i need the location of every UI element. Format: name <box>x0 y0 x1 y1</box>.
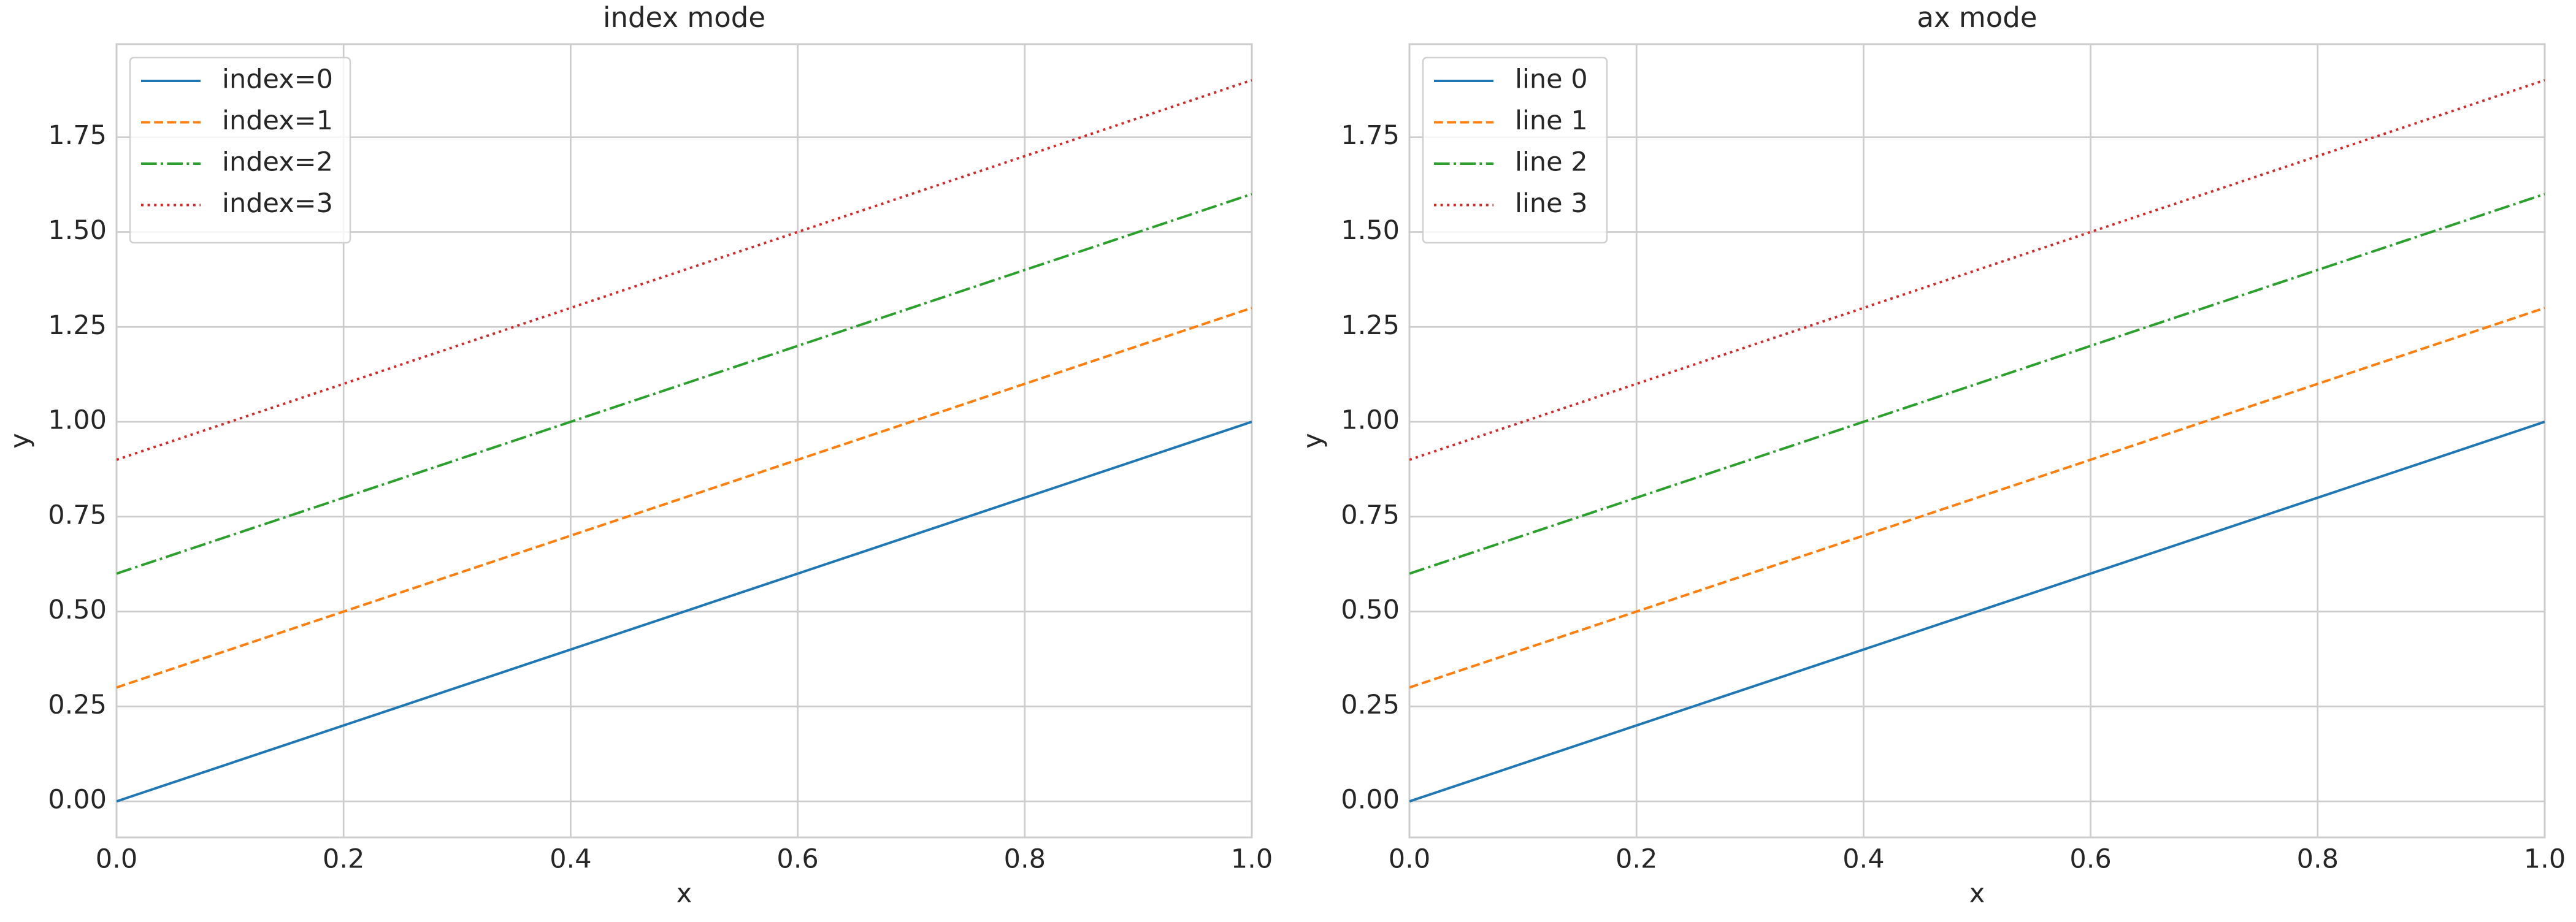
legend-label: line 1 <box>1515 105 1588 136</box>
x-axis-label: x <box>1969 878 1985 909</box>
y-tick-label: 0.75 <box>48 500 107 530</box>
chart-title: ax mode <box>1917 1 2037 34</box>
data-line <box>1409 307 2545 689</box>
axes-frame <box>115 43 1253 839</box>
data-line <box>1409 421 2545 803</box>
y-axis-label: y <box>5 433 36 448</box>
y-tick-label: 1.50 <box>48 215 107 246</box>
y-tick-label: 1.00 <box>48 405 107 436</box>
data-line <box>117 192 1252 575</box>
y-tick-label: 0.00 <box>1341 785 1400 815</box>
legend-label: index=1 <box>222 105 333 136</box>
y-tick-label: 1.50 <box>1341 215 1400 246</box>
legend-label: index=0 <box>222 64 333 95</box>
axes-frame <box>1408 43 2546 839</box>
chart-panel: 0.0 0.2 0.4 0.6 0.8 1.0 0.00 0.25 0.50 0.75 1.00 1.… <box>5 1 1273 909</box>
y-tick-label: 0.25 <box>48 690 107 720</box>
legend-label: line 3 <box>1515 188 1588 219</box>
chart-panel: 0.0 0.2 0.4 0.6 0.8 1.0 0.00 0.25 0.50 0.75 1.00 1.… <box>1298 1 2566 909</box>
x-axis-label: x <box>677 878 692 909</box>
legend-label: line 2 <box>1515 147 1588 178</box>
x-tick-label: 1.0 <box>2524 844 2566 875</box>
y-tick-label: 1.25 <box>1341 310 1400 341</box>
x-tick-label: 0.0 <box>96 844 137 875</box>
data-line <box>1409 78 2545 461</box>
x-tick-label: 0.2 <box>323 844 364 875</box>
legend-label: index=2 <box>222 147 333 178</box>
x-tick-label: 0.2 <box>1616 844 1657 875</box>
x-tick-label: 0.6 <box>776 844 818 875</box>
data-line <box>117 421 1252 803</box>
y-tick-label: 0.50 <box>48 595 107 625</box>
legend-label: index=3 <box>222 188 333 219</box>
chart-title: index mode <box>603 1 765 34</box>
x-tick-label: 0.0 <box>1389 844 1430 875</box>
y-tick-label: 1.00 <box>1341 405 1400 436</box>
y-tick-label: 1.75 <box>1341 120 1400 151</box>
x-tick-label: 0.6 <box>2069 844 2111 875</box>
y-tick-label: 0.25 <box>1341 690 1400 720</box>
y-tick-label: 1.75 <box>48 120 107 151</box>
y-tick-label: 0.75 <box>1341 500 1400 530</box>
data-line <box>117 78 1252 461</box>
data-line <box>1409 192 2545 575</box>
y-tick-label: 1.25 <box>48 310 107 341</box>
x-tick-label: 0.4 <box>550 844 591 875</box>
y-axis-label: y <box>1298 433 1328 448</box>
legend-label: line 0 <box>1515 64 1588 95</box>
legend-box <box>1422 56 1608 244</box>
y-tick-label: 0.00 <box>48 785 107 815</box>
data-line <box>117 307 1252 689</box>
x-tick-label: 0.4 <box>1842 844 1884 875</box>
y-tick-label: 0.50 <box>1341 595 1400 625</box>
x-tick-label: 1.0 <box>1231 844 1273 875</box>
x-tick-label: 0.8 <box>1004 844 1046 875</box>
x-tick-label: 0.8 <box>2297 844 2339 875</box>
legend-box <box>129 56 351 244</box>
